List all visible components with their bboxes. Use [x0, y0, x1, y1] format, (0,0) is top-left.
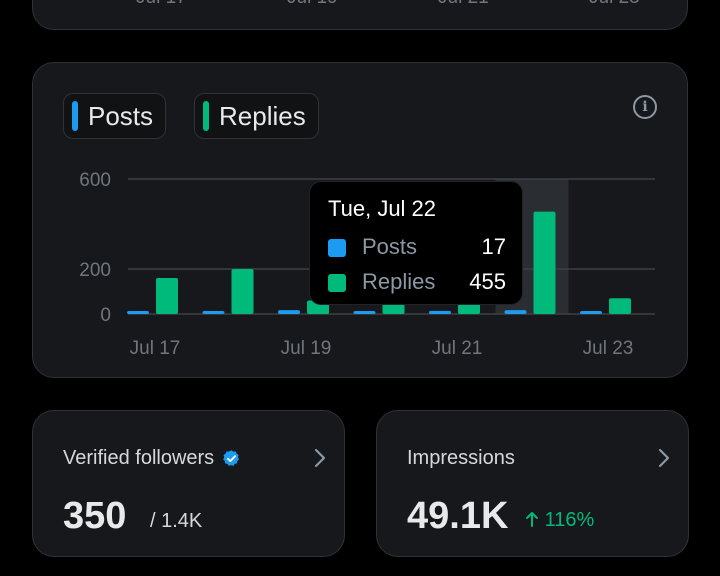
x-tick-label: Jul 19	[281, 338, 332, 359]
posts-bar[interactable]	[429, 310, 451, 314]
tooltip-row-posts: Posts 17	[328, 234, 506, 260]
tooltip-posts-swatch	[328, 239, 346, 257]
replies-bar[interactable]	[231, 269, 254, 314]
posts-bar[interactable]	[504, 310, 527, 314]
chevron-right-icon	[658, 448, 670, 468]
tooltip-replies-swatch	[328, 274, 346, 292]
arrow-up-icon	[526, 512, 538, 527]
y-tick-label: 600	[79, 170, 111, 191]
x-tick-label: Jul 23	[583, 338, 634, 359]
posts-bar[interactable]	[580, 311, 602, 314]
stat-title: Verified followers	[63, 447, 241, 470]
legend-label-replies: Replies	[219, 100, 306, 131]
impressions-change: 116%	[525, 509, 594, 532]
verified-followers-label: Verified followers	[63, 447, 215, 469]
previous-chart-card: Jul 17 Jul 19 Jul 21 Jul 23	[32, 0, 688, 30]
followers-count: 350	[63, 495, 127, 537]
followers-total: / 1.4K	[150, 510, 203, 532]
y-tick-label: 0	[100, 305, 111, 326]
tooltip-value: 455	[469, 269, 506, 294]
legend-toggle-replies[interactable]: Replies	[194, 93, 319, 139]
posts-bar[interactable]	[353, 311, 376, 314]
tooltip-value: 17	[481, 234, 506, 259]
x-tick-label: Jul 21	[438, 0, 489, 9]
posts-bar[interactable]	[278, 310, 300, 314]
legend-label-posts: Posts	[88, 100, 154, 131]
replies-bar[interactable]	[156, 278, 178, 314]
impressions-label: Impressions	[407, 447, 515, 469]
x-tick-label: Jul 21	[432, 338, 483, 359]
x-tick-label: Jul 17	[136, 0, 187, 9]
replies-bar[interactable]	[533, 211, 556, 314]
impressions-count: 49.1K	[407, 495, 509, 537]
tooltip-label: Replies	[362, 269, 436, 294]
y-tick-label: 200	[79, 260, 111, 281]
impressions-card[interactable]: Impressions 49.1K 116%	[376, 410, 689, 557]
chevron-right-icon	[314, 448, 326, 468]
activity-bar-chart[interactable]: 0 200 600 Jul 17 Jul 19 Jul 21 Jul 23	[33, 63, 689, 379]
posts-swatch	[72, 101, 78, 131]
info-icon[interactable]: i	[633, 95, 657, 119]
replies-bar[interactable]	[609, 298, 631, 314]
legend-toggle-posts[interactable]: Posts	[63, 93, 167, 139]
x-tick-label: Jul 23	[589, 0, 640, 9]
replies-swatch	[203, 101, 209, 131]
x-tick-label: Jul 19	[287, 0, 338, 9]
stat-title: Impressions	[407, 447, 515, 470]
posts-bar[interactable]	[202, 311, 225, 314]
impressions-change-value: 116%	[544, 509, 595, 531]
posts-bar[interactable]	[127, 311, 149, 314]
activity-chart-card: 0 200 600 Jul 17 Jul 19 Jul 21 Jul 23 Posts Re…	[32, 62, 688, 378]
chart-tooltip: Tue, Jul 22 Posts 17 Replies 455	[309, 181, 523, 305]
verified-badge-icon	[223, 450, 240, 466]
tooltip-row-replies: Replies 455	[328, 269, 506, 295]
verified-followers-card[interactable]: Verified followers 350 / 1.4K	[32, 410, 345, 557]
tooltip-label: Posts	[362, 234, 418, 259]
tooltip-date: Tue, Jul 22	[328, 196, 437, 221]
x-tick-label: Jul 17	[130, 338, 181, 359]
